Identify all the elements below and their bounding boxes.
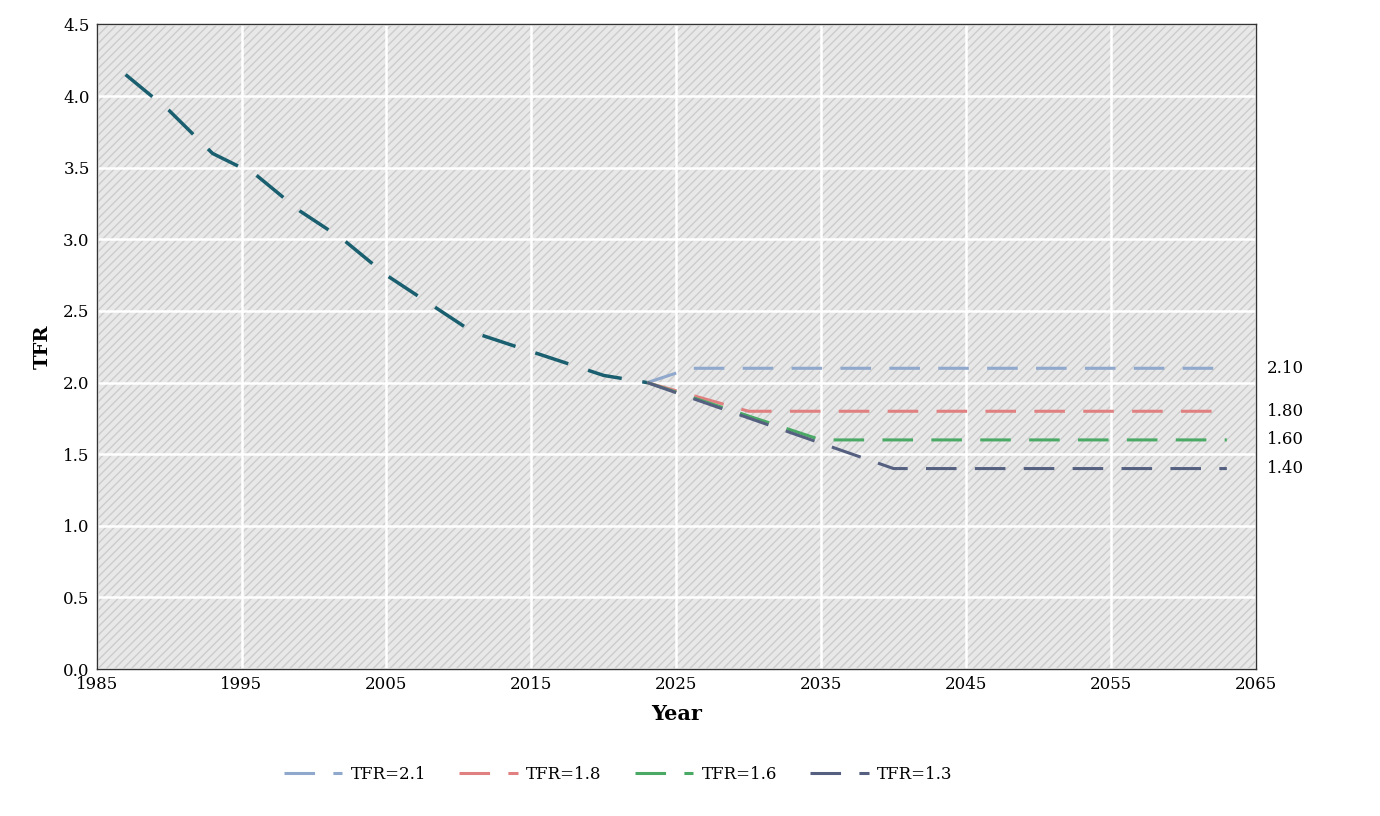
X-axis label: Year: Year: [651, 704, 701, 724]
Text: 1.80: 1.80: [1267, 403, 1304, 419]
Text: 1.40: 1.40: [1267, 460, 1304, 477]
Text: 1.60: 1.60: [1267, 432, 1304, 449]
Text: 2.10: 2.10: [1267, 360, 1304, 377]
Legend: TFR=2.1, TFR=1.8, TFR=1.6, TFR=1.3: TFR=2.1, TFR=1.8, TFR=1.6, TFR=1.3: [277, 760, 959, 790]
Y-axis label: TFR: TFR: [34, 325, 52, 369]
